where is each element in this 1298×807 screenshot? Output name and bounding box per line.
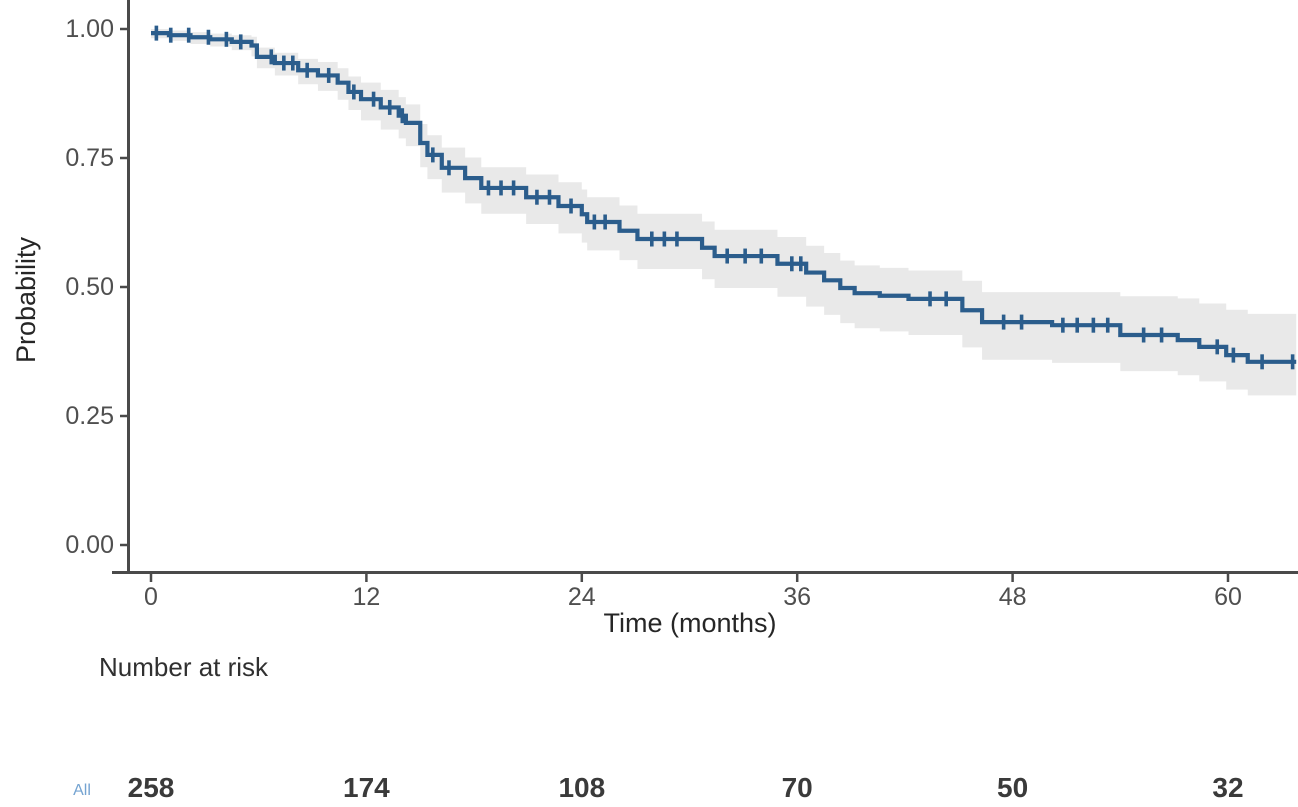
risk-strata-label: All [73,782,91,799]
risk-count: 258 [127,772,175,803]
y-tick-label: 0.50 [65,273,114,301]
risk-count: 32 [1212,772,1244,803]
risk-count: 108 [558,772,606,803]
y-tick-label: 0.00 [65,531,114,559]
risk-count: 70 [781,772,813,803]
x-tick-label: 24 [567,583,596,611]
axes [112,0,1298,574]
risk-table-title: Number at risk [99,652,269,682]
y-tick-label: 1.00 [65,15,114,43]
survival-curve [151,31,1297,364]
x-tick-label: 60 [1214,583,1242,611]
x-tick-label: 12 [352,583,381,611]
y-tick-label: 0.25 [65,402,114,430]
x-tick-label: 48 [998,583,1027,611]
censor-marks [154,25,1295,370]
risk-count: 50 [997,772,1029,803]
axis-tick-marks [120,27,1230,582]
y-tick-label: 0.75 [65,144,114,172]
x-tick-label: 0 [144,583,158,611]
x-tick-label: 36 [783,583,812,611]
x-axis-title: Time (months) [603,608,777,638]
confidence-band [151,29,1297,396]
risk-count: 174 [343,772,390,803]
